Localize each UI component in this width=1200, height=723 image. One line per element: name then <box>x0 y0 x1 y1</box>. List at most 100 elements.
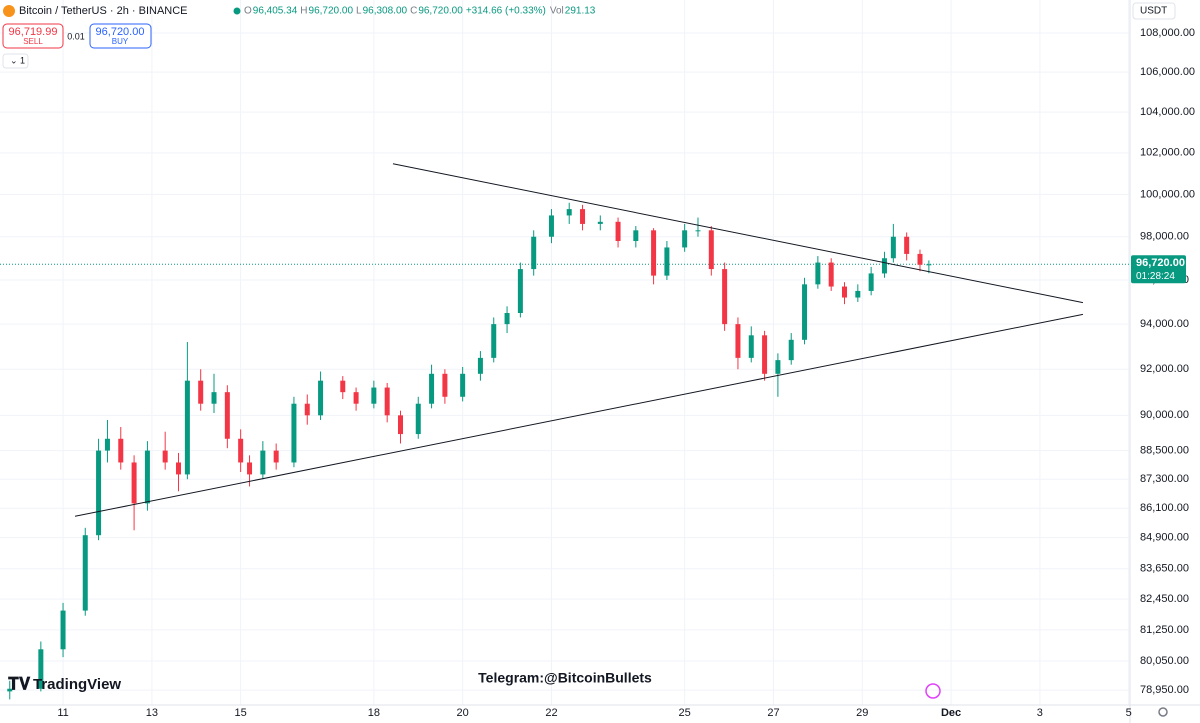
currency-button[interactable] <box>1132 2 1176 20</box>
buy-button[interactable] <box>89 23 152 49</box>
y-tick-label: 88,500.00 <box>1140 444 1189 456</box>
candle-body <box>38 649 44 689</box>
y-tick-label: 82,450.00 <box>1140 593 1189 605</box>
candle-body <box>775 360 781 374</box>
sell-button[interactable] <box>2 23 64 49</box>
candle-body <box>881 258 887 274</box>
x-tick-label: 5 <box>1126 707 1132 719</box>
candle-body <box>291 403 297 463</box>
x-tick-label: 3 <box>1037 707 1043 719</box>
candle-body <box>580 209 586 224</box>
x-tick-label: Dec <box>941 707 961 719</box>
candle-body <box>82 535 88 611</box>
x-tick-label: 13 <box>146 707 158 719</box>
candle-body <box>491 324 497 358</box>
x-tick-label: 18 <box>368 707 380 719</box>
axes: 108,000.00 106,000.00 104,000.00 102,000.00… <box>57 27 1195 719</box>
legend-value: 96,720.00 <box>309 6 354 17</box>
candle-body <box>828 262 834 287</box>
candle-body <box>175 462 181 475</box>
candle-body <box>788 339 794 361</box>
candle-body <box>651 230 657 276</box>
interval-toggle[interactable] <box>2 53 29 69</box>
candle-body <box>318 380 324 416</box>
y-tick-label: 102,000.00 <box>1140 147 1195 159</box>
plot <box>0 163 1130 700</box>
legend-key: Vol <box>550 6 564 17</box>
candle-body <box>273 450 279 463</box>
candle-body <box>429 373 435 404</box>
candle-body <box>735 324 741 358</box>
legend-key: L <box>356 6 362 17</box>
y-tick-label: 104,000.00 <box>1140 106 1195 118</box>
candle-body <box>247 462 253 475</box>
y-tick-label: 108,000.00 <box>1140 27 1195 39</box>
candle-body <box>162 450 168 463</box>
x-tick-label: 22 <box>545 707 557 719</box>
legend-value: 291.13 <box>565 6 596 17</box>
candle-body <box>855 290 861 298</box>
candle-body <box>917 253 923 265</box>
settings-icon[interactable] <box>1158 707 1168 717</box>
ohlc-legend: O 96,405.34 H 96,720.00 L 96,308.00 C 96,720.00… <box>244 6 596 17</box>
candle-body <box>548 215 554 237</box>
candle-body <box>597 221 603 224</box>
y-tick-label: 81,250.00 <box>1140 624 1189 636</box>
watermark: Telegram:@BitcoinBullets <box>478 670 652 686</box>
y-tick-label: 106,000.00 <box>1140 66 1195 78</box>
candle-body <box>682 230 688 248</box>
legend-value: 96,405.34 <box>253 6 298 17</box>
candle-body <box>517 269 523 314</box>
y-tick-label: 84,900.00 <box>1140 532 1189 544</box>
candle-body <box>304 403 310 416</box>
coin-icon <box>3 5 15 17</box>
alert-icon[interactable] <box>925 683 941 699</box>
candle-body <box>477 357 483 374</box>
candle-body <box>708 230 714 270</box>
sell-label: SELL <box>23 37 43 46</box>
legend-key: C <box>410 6 417 17</box>
y-tick-label: 90,000.00 <box>1140 409 1189 421</box>
x-tick-label: 11 <box>57 707 68 719</box>
candle-body <box>633 230 639 242</box>
last-price-box <box>1131 255 1186 284</box>
x-tick-label: 25 <box>679 707 691 719</box>
legend-change: +314.66 (+0.33%) <box>466 6 546 17</box>
legend-key: O <box>244 6 252 17</box>
candle-body <box>238 438 244 463</box>
candle-body <box>802 284 808 340</box>
interval-chevron: ⌄ <box>10 55 18 65</box>
candle-body <box>868 273 874 291</box>
buy-price: 96,720.00 <box>96 26 145 38</box>
legend-key: H <box>300 6 307 17</box>
candle-body <box>415 403 421 435</box>
brand: TradingView <box>33 676 121 693</box>
candle-body <box>224 392 230 439</box>
candle-body <box>211 392 217 404</box>
sell-price: 96,719.99 <box>9 26 58 38</box>
candle-body <box>762 335 768 374</box>
y-tick-label: 83,650.00 <box>1140 563 1189 575</box>
y-tick-label: 78,950.00 <box>1140 684 1189 696</box>
candle-body <box>926 264 932 266</box>
x-tick-label: 29 <box>856 707 868 719</box>
x-tick-label: 27 <box>767 707 779 719</box>
candle-body <box>566 209 572 216</box>
currency: USDT <box>1140 6 1167 17</box>
candle-body <box>340 380 346 393</box>
countdown: 01:28:24 <box>1136 271 1175 282</box>
x-tick-label: 15 <box>235 707 247 719</box>
trendline <box>74 313 1084 517</box>
y-tick-label: 80,050.00 <box>1140 655 1189 667</box>
x-tick-label: 20 <box>457 707 469 719</box>
spread: 0.01 <box>67 31 85 41</box>
y-tick-label: 86,100.00 <box>1140 502 1189 514</box>
y-tick-label: 98,000.00 <box>1140 231 1189 243</box>
candle-body <box>748 335 754 358</box>
candle-body <box>144 450 150 504</box>
candle-body <box>96 450 102 536</box>
candle-body <box>442 373 448 397</box>
y-tick-label: 100,000.00 <box>1140 188 1195 200</box>
